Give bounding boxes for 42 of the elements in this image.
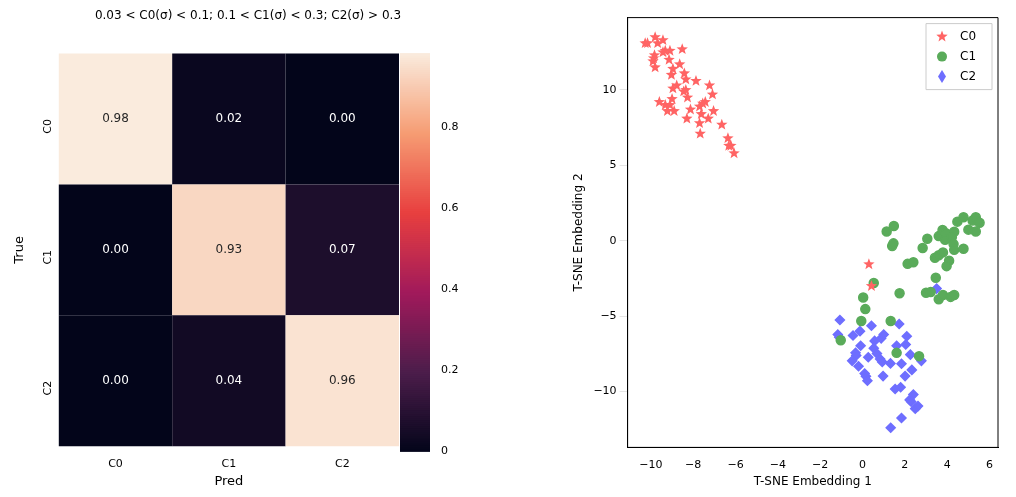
legend-label: C2 (960, 68, 977, 83)
data-label: 0.00 (328, 111, 356, 126)
x-tick-label: 2 (901, 457, 909, 471)
legend-label: C1 (960, 48, 977, 63)
data-label: 0.98 (102, 111, 129, 126)
x-tick-label: −10 (639, 457, 663, 471)
x-tick-label: 4 (943, 457, 951, 471)
y-tick-label: 0 (609, 233, 617, 247)
y-tick-label: C1 (40, 249, 54, 265)
data-label: 0.07 (328, 242, 356, 257)
data-label: 0.00 (102, 372, 129, 387)
x-tick-label: 0 (859, 457, 867, 471)
x-tick-label: 6 (986, 457, 994, 471)
color-bar-label: 0.2 (441, 363, 459, 377)
y-tick-label: C2 (40, 380, 54, 396)
x-tick-label: C1 (221, 456, 237, 470)
y-tick-label: 10 (602, 82, 617, 96)
color-bar-label: 0 (441, 444, 448, 458)
x-tick-label: −2 (812, 457, 829, 471)
x-axis-title: T-SNE Embedding 1 (752, 473, 872, 488)
x-tick-label: −4 (769, 457, 786, 471)
color-bar-label: 0.8 (441, 119, 459, 133)
y-tick-label: −10 (593, 384, 617, 398)
chart-title: 0.03 < C0(σ) < 0.1; 0.1 < C1(σ) < 0.3; C2(σ) > 0.3 (93, 8, 403, 22)
data-label: 0.93 (215, 242, 243, 257)
color-bar-label: 0.4 (441, 281, 459, 295)
y-tick-label: −5 (600, 309, 617, 323)
data-label: 0.96 (328, 372, 356, 387)
y-tick-label: 5 (609, 158, 617, 172)
x-tick-label: C2 (334, 456, 350, 470)
x-tick-label: −6 (727, 457, 744, 471)
y-axis-title: T-SNE Embedding 2 (571, 173, 586, 293)
color-bar-label: 0.6 (441, 200, 459, 214)
data-label: 0.02 (215, 111, 243, 126)
x-tick-label: C0 (108, 456, 123, 470)
x-tick-label: −8 (685, 457, 702, 471)
y-axis-title: True (11, 236, 27, 265)
x-axis-title: Pred (214, 472, 244, 488)
data-label: 0.00 (102, 242, 129, 257)
legend-label: C0 (960, 28, 977, 43)
y-tick-label: C0 (40, 119, 54, 134)
data-label: 0.04 (215, 372, 243, 387)
